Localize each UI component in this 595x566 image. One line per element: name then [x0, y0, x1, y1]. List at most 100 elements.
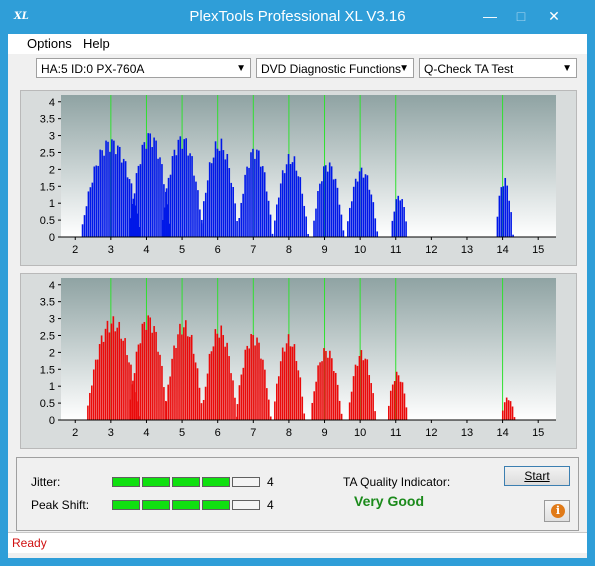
histogram-bar — [352, 186, 355, 237]
menu-help[interactable]: Help — [83, 36, 110, 51]
histogram-bar — [321, 361, 323, 420]
y-tick-label: 3 — [49, 131, 55, 143]
histogram-bar — [186, 336, 189, 420]
histogram-bar — [107, 141, 109, 237]
histogram-bar — [274, 220, 276, 237]
plot-area — [61, 278, 556, 420]
chevron-down-icon: ▼ — [562, 63, 572, 74]
histogram-bar — [364, 174, 367, 237]
level-segment — [112, 477, 140, 487]
histogram-bar — [258, 342, 260, 420]
toolbar: HA:5 ID:0 PX-760A ▼ DVD Diagnostic Funct… — [8, 54, 587, 84]
histogram-bar — [403, 393, 406, 420]
histogram-bar — [293, 156, 296, 237]
histogram-bar — [206, 180, 209, 237]
histogram-bar — [155, 140, 157, 237]
histogram-bar — [98, 344, 101, 420]
histogram-bar — [271, 233, 274, 237]
histogram-bar — [372, 393, 374, 420]
histogram-bar — [194, 362, 197, 420]
close-button[interactable]: ✕ — [548, 8, 560, 24]
y-tick-label: 2 — [49, 347, 55, 359]
histogram-bar — [317, 365, 319, 420]
histogram-bar — [261, 166, 264, 237]
histogram-bar — [509, 401, 512, 420]
histogram-bar — [279, 183, 282, 237]
histogram-bar — [198, 387, 201, 420]
y-tick-label: 0 — [49, 232, 55, 244]
test-select[interactable]: Q-Check TA Test ▼ — [419, 58, 577, 78]
histogram-bar — [342, 230, 345, 237]
histogram-bar — [360, 350, 363, 420]
y-tick-label: 3.5 — [40, 297, 55, 309]
histogram-bar — [295, 361, 298, 420]
histogram-bar — [132, 198, 135, 237]
histogram-bar — [91, 385, 93, 420]
histogram-bar — [329, 350, 331, 420]
minimize-button[interactable]: — — [483, 8, 497, 24]
histogram-bar — [325, 351, 327, 420]
histogram-bar — [370, 194, 373, 237]
histogram-bar — [323, 166, 325, 237]
histogram-bar — [114, 331, 117, 420]
histogram-bar — [109, 151, 111, 237]
histogram-bar — [167, 177, 170, 237]
histogram-bar — [138, 227, 141, 237]
histogram-bar — [242, 193, 244, 237]
histogram-bar — [212, 157, 215, 237]
histogram-bar — [173, 345, 175, 420]
histogram-bar — [303, 413, 306, 420]
histogram-bar — [305, 216, 307, 237]
histogram-bar — [323, 348, 325, 420]
histogram-bar — [171, 358, 173, 420]
histogram-bar — [393, 381, 396, 420]
histogram-bar — [115, 154, 117, 237]
title-bar[interactable]: XL PlexTools Professional XL V3.16 — □ ✕ — [0, 0, 595, 34]
histogram-bar — [260, 358, 262, 420]
histogram-bar — [496, 216, 499, 237]
histogram-bar — [94, 359, 97, 420]
histogram-bar — [165, 401, 168, 420]
jitter-label: Jitter: — [31, 475, 61, 489]
menu-options[interactable]: Options — [27, 36, 72, 51]
histogram-bar — [206, 373, 209, 420]
function-select[interactable]: DVD Diagnostic Functions ▼ — [256, 58, 414, 78]
x-tick-label: 4 — [143, 244, 149, 256]
menu-bar: Options Help — [8, 34, 587, 54]
histogram-bar — [313, 220, 315, 237]
x-tick-label: 5 — [179, 244, 185, 256]
info-button[interactable]: i — [544, 500, 570, 522]
quality-rating: Very Good — [354, 493, 425, 509]
histogram-bar — [128, 179, 131, 237]
histogram-bar — [96, 359, 99, 420]
histogram-bar — [190, 334, 193, 420]
level-segment — [202, 477, 230, 487]
histogram-bar — [189, 153, 191, 237]
histogram-bar — [197, 190, 199, 237]
x-tick-label: 3 — [108, 244, 114, 256]
start-button[interactable]: Start — [504, 466, 570, 486]
histogram-bar — [267, 399, 270, 420]
histogram-bar — [263, 172, 266, 237]
histogram-bar — [230, 373, 232, 420]
start-button-label: Start — [524, 469, 550, 483]
histogram-bar — [93, 166, 96, 237]
y-tick-label: 0.5 — [40, 215, 55, 227]
status-text: Ready — [12, 536, 47, 550]
histogram-bar — [504, 177, 507, 237]
drive-select[interactable]: HA:5 ID:0 PX-760A ▼ — [36, 58, 251, 78]
histogram-bar — [319, 183, 321, 237]
histogram-bar — [252, 335, 254, 420]
histogram-bar — [224, 346, 226, 420]
histogram-bar — [153, 326, 155, 420]
x-tick-label: 12 — [425, 244, 437, 256]
maximize-button[interactable]: □ — [516, 8, 526, 24]
peak-shift-value: 4 — [267, 498, 274, 512]
histogram-bar — [181, 334, 183, 420]
histogram-bar — [196, 368, 199, 420]
histogram-bar — [159, 354, 161, 420]
histogram-bar — [389, 390, 392, 420]
histogram-bar — [133, 373, 136, 420]
histogram-bar — [326, 171, 329, 237]
histogram-bar — [512, 234, 514, 237]
